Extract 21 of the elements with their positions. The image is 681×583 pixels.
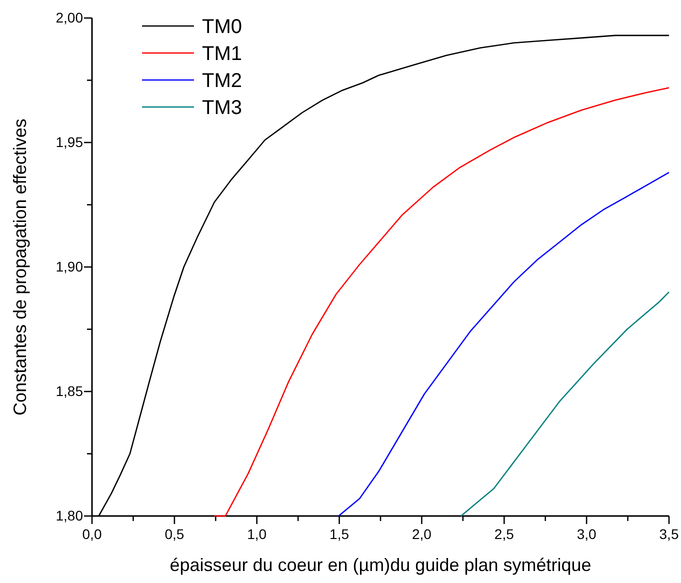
legend-label: TM2	[202, 70, 242, 92]
line-series	[338, 172, 670, 517]
x-tick-label: 1,5	[330, 526, 350, 542]
y-axis-title: Constantes de propagation effectives	[10, 118, 30, 416]
line-series	[460, 291, 670, 517]
x-tick-label: 2,5	[494, 526, 514, 542]
x-tick-label: 3,0	[576, 526, 597, 542]
y-tick-label: 1,95	[56, 134, 84, 150]
legend-label: TM0	[202, 16, 242, 38]
y-tick-label: 1,80	[56, 507, 84, 524]
legend-label: TM3	[202, 97, 242, 119]
x-tick-label: 2,0	[412, 526, 432, 542]
x-tick-label: 0,0	[82, 526, 102, 542]
x-tick-label: 0,5	[164, 526, 184, 542]
x-axis-title: épaisseur du coeur en (µm)du guide plan symétrique	[170, 555, 592, 575]
legend-label: TM1	[202, 43, 242, 65]
x-tick-label: 3,5	[659, 526, 679, 542]
y-tick-label: 2,00	[56, 9, 84, 26]
x-tick-label: 1,0	[247, 526, 267, 542]
y-tick-label: 1,85	[56, 382, 84, 399]
y-tick-label: 1,90	[56, 258, 84, 274]
